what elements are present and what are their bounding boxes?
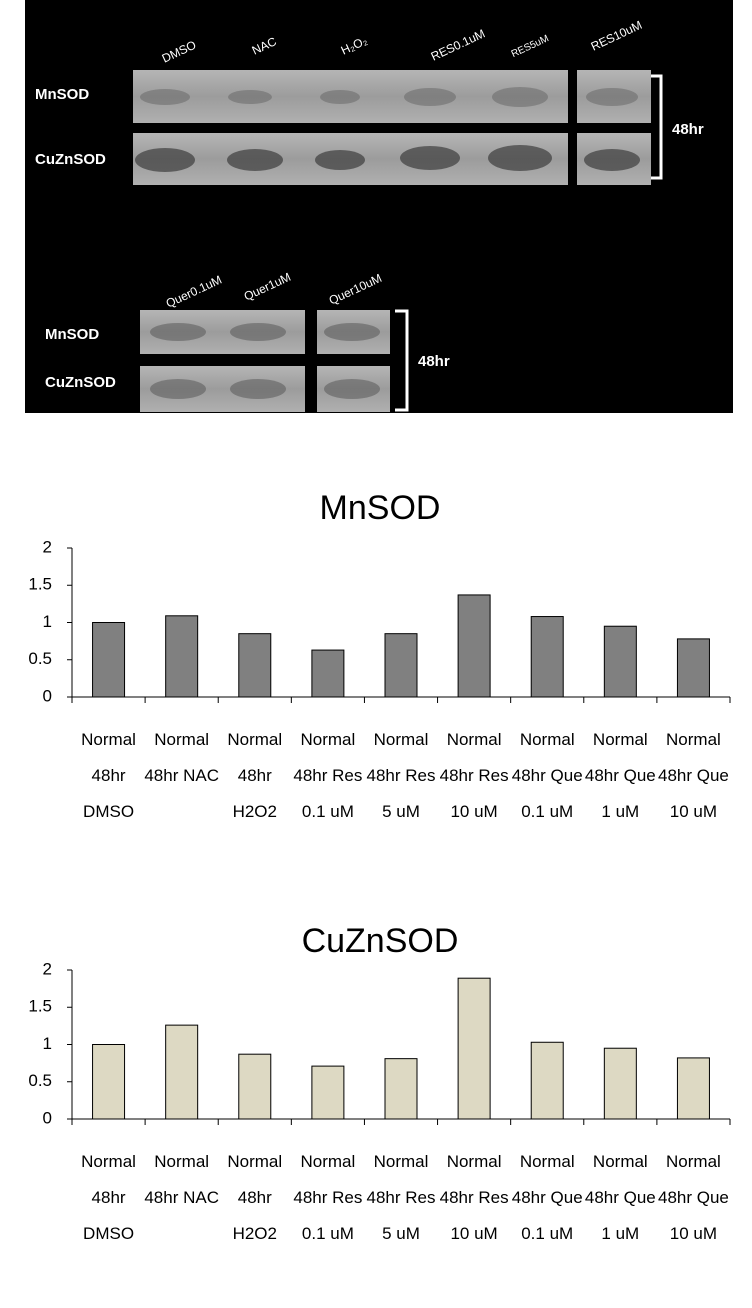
y-tick-label: 0.5 bbox=[28, 649, 52, 668]
x-tick-label: Normal 48hr Res 10 uM bbox=[439, 1152, 509, 1243]
y-tick-label: 1.5 bbox=[28, 997, 52, 1016]
x-tick-label: Normal 48hr Res 5 uM bbox=[366, 730, 436, 821]
row-label: MnSOD bbox=[45, 326, 99, 343]
x-tick-label: Normal 48hr NAC bbox=[144, 1152, 219, 1207]
bar bbox=[603, 1047, 637, 1120]
x-tick-label: Normal 48hr Que 10 uM bbox=[657, 730, 729, 821]
x-tick-label: Normal 48hr Res 0.1 uM bbox=[293, 730, 363, 821]
blot-strips bbox=[133, 70, 651, 412]
bar bbox=[92, 1044, 126, 1120]
bar bbox=[311, 1065, 345, 1120]
bar bbox=[457, 977, 491, 1120]
chart-title: CuZnSOD bbox=[302, 922, 459, 960]
bar bbox=[530, 1041, 564, 1120]
x-tick-label: Normal 48hr Res 0.1 uM bbox=[293, 1152, 363, 1243]
x-tick-label: Normal 48hr Que 1 uM bbox=[584, 730, 656, 821]
bar bbox=[165, 1024, 199, 1120]
y-tick-label: 1.5 bbox=[28, 575, 52, 594]
row-label: CuZnSOD bbox=[45, 374, 116, 391]
x-tick-label: Normal 48hr NAC bbox=[144, 730, 219, 785]
row-label: MnSOD bbox=[35, 86, 89, 103]
bar bbox=[238, 1053, 272, 1120]
y-tick-label: 2 bbox=[43, 959, 52, 978]
time-label: 48hr bbox=[418, 353, 450, 370]
bar bbox=[238, 633, 272, 698]
bar bbox=[384, 633, 418, 698]
row-label: CuZnSOD bbox=[35, 151, 106, 168]
x-tick-label: Normal 48hr Res 10 uM bbox=[439, 730, 509, 821]
x-tick-label: Normal 48hr H2O2 bbox=[227, 730, 283, 821]
blot-brackets bbox=[395, 74, 663, 412]
bar bbox=[676, 1057, 710, 1120]
chart-title: MnSOD bbox=[320, 489, 441, 527]
y-tick-label: 1 bbox=[43, 1034, 52, 1053]
y-tick-label: 0 bbox=[43, 1108, 52, 1127]
bar bbox=[457, 594, 491, 698]
bar bbox=[311, 649, 345, 698]
y-tick-label: 1 bbox=[43, 612, 52, 631]
x-tick-label: Normal 48hr Que 0.1 uM bbox=[511, 1152, 583, 1243]
y-tick-label: 0.5 bbox=[28, 1071, 52, 1090]
bar bbox=[603, 625, 637, 698]
x-tick-label: Normal 48hr DMSO bbox=[81, 1152, 136, 1243]
x-tick-label: Normal 48hr Que 1 uM bbox=[584, 1152, 656, 1243]
bar bbox=[92, 622, 126, 698]
bar bbox=[530, 616, 564, 698]
x-tick-label: Normal 48hr Res 5 uM bbox=[366, 1152, 436, 1243]
bar bbox=[676, 638, 710, 698]
y-tick-label: 0 bbox=[43, 686, 52, 705]
bar bbox=[165, 615, 199, 698]
x-tick-label: Normal 48hr Que 0.1 uM bbox=[511, 730, 583, 821]
x-tick-label: Normal 48hr H2O2 bbox=[227, 1152, 283, 1243]
x-tick-label: Normal 48hr DMSO bbox=[81, 730, 136, 821]
y-tick-label: 2 bbox=[43, 537, 52, 556]
bar bbox=[384, 1058, 418, 1120]
x-tick-label: Normal 48hr Que 10 uM bbox=[657, 1152, 729, 1243]
time-label: 48hr bbox=[672, 121, 704, 138]
